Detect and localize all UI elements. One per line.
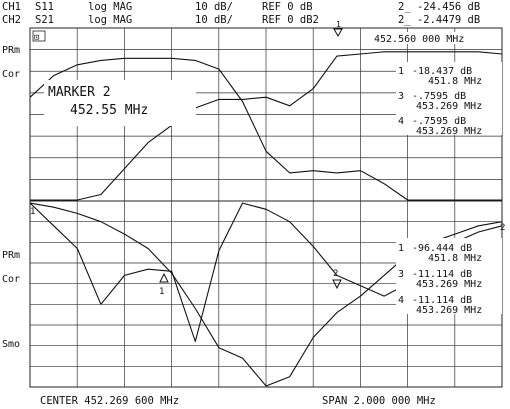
footer: CENTER 452.269 600 MHz SPAN 2.000 000 MH… xyxy=(40,395,436,407)
ch1-ref: REF 0 dB xyxy=(262,1,313,13)
top-traces xyxy=(29,51,503,201)
edge-marker-left: 1 xyxy=(30,207,35,217)
ch2-marker-readout: 2_ -2.4479 dB xyxy=(398,14,480,26)
top-marker-3-freq: 453.269 MHz xyxy=(416,101,482,112)
top-marker-1-value: -18.437 dB xyxy=(412,66,472,77)
ch2-param: S21 xyxy=(35,14,54,26)
top-badge: ⊡ xyxy=(34,33,39,43)
bottom-marker-4-id: 4 xyxy=(398,295,404,306)
top-marker-4-freq: 453.269 MHz xyxy=(416,126,482,137)
top-marker-3-id: 3 xyxy=(398,91,404,102)
bottom-panel: PRm Cor Smo 1 -96.444 dB 451.8 MHz 3 -11… xyxy=(2,200,503,388)
top-side-label-cor: Cor xyxy=(2,69,20,80)
ch2-scale: 10 dB/ xyxy=(195,14,233,26)
bottom-marker-3-value: -11.114 dB xyxy=(412,269,472,280)
center-frequency: CENTER 452.269 600 MHz xyxy=(40,395,179,407)
ch2-format: log MAG xyxy=(88,14,132,26)
bottom-marker-1-value: -96.444 dB xyxy=(412,243,472,254)
bottom-s21-marker-triangle xyxy=(159,272,169,283)
bottom-marker-4-freq: 453.269 MHz xyxy=(416,305,482,316)
marker-freq: 452.55 MHz xyxy=(70,103,148,118)
bottom-marker-list-bg xyxy=(396,238,502,314)
ch2-label: CH2 xyxy=(2,14,21,26)
top-marker-4-value: -.7595 dB xyxy=(412,116,466,127)
freq-readout: 452.560 000 MHz xyxy=(374,34,464,45)
bottom-marker-1-freq: 451.8 MHz xyxy=(428,253,482,264)
marker-title-bg xyxy=(44,80,196,126)
ch1-marker-readout: 2_ -24.456 dB xyxy=(398,1,480,13)
bottom-side-label-cor: Cor xyxy=(2,274,20,285)
bottom-side-label-smo: Smo xyxy=(2,339,20,350)
marker-title: MARKER 2 xyxy=(48,85,111,100)
bottom-side-label-prm: PRm xyxy=(2,250,20,261)
bottom-grid xyxy=(30,201,502,387)
top-s21-marker-triangle xyxy=(333,28,343,38)
ch1-param: S11 xyxy=(35,1,54,13)
bottom-marker-4-value: -11.114 dB xyxy=(412,295,472,306)
freq-readout-bg xyxy=(371,32,501,44)
badge-box xyxy=(32,30,46,42)
top-marker-4-id: 4 xyxy=(398,116,404,127)
header: CH1 S11 log MAG 10 dB/ REF 0 dB 2_ -24.4… xyxy=(2,1,480,26)
top-panel: ⊡ PRm Cor MARKER 2 452.55 MHz 452.560 00… xyxy=(2,27,503,202)
bottom-s21-marker-label: 1 xyxy=(159,287,164,297)
bottom-s11-marker-triangle xyxy=(332,279,342,290)
top-trace-s21 xyxy=(29,57,503,201)
top-marker-3-value: -.7595 dB xyxy=(412,91,466,102)
top-marker-1-freq: 451.8 MHz xyxy=(428,76,482,87)
span-frequency: SPAN 2.000 000 MHz xyxy=(322,395,436,407)
ch1-label: CH1 xyxy=(2,1,21,13)
bottom-s11-marker-label: 2 xyxy=(333,269,338,279)
ch2-ref: REF 0 dB2 xyxy=(262,14,319,26)
ch1-format: log MAG xyxy=(88,1,132,13)
top-marker-list-bg xyxy=(396,62,502,135)
ch1-scale: 10 dB/ xyxy=(195,1,233,13)
top-side-label-prm: PRm xyxy=(2,45,20,56)
top-marker-list: 1 -18.437 dB 451.8 MHz 3 -.7595 dB 453.2… xyxy=(398,66,482,137)
bottom-marker-3-freq: 453.269 MHz xyxy=(416,279,482,290)
top-trace-s11 xyxy=(30,51,503,201)
top-s21-marker-label: 1 xyxy=(336,20,341,29)
bottom-marker-1-id: 1 xyxy=(398,243,404,254)
edge-marker-right: 2 xyxy=(500,223,505,233)
trace-markers: 1 1 2 1 2 xyxy=(30,20,505,297)
bottom-marker-3-id: 3 xyxy=(398,269,404,280)
bottom-marker-list: 1 -96.444 dB 451.8 MHz 3 -11.114 dB 453.… xyxy=(398,243,482,316)
top-marker-1-id: 1 xyxy=(398,66,404,77)
